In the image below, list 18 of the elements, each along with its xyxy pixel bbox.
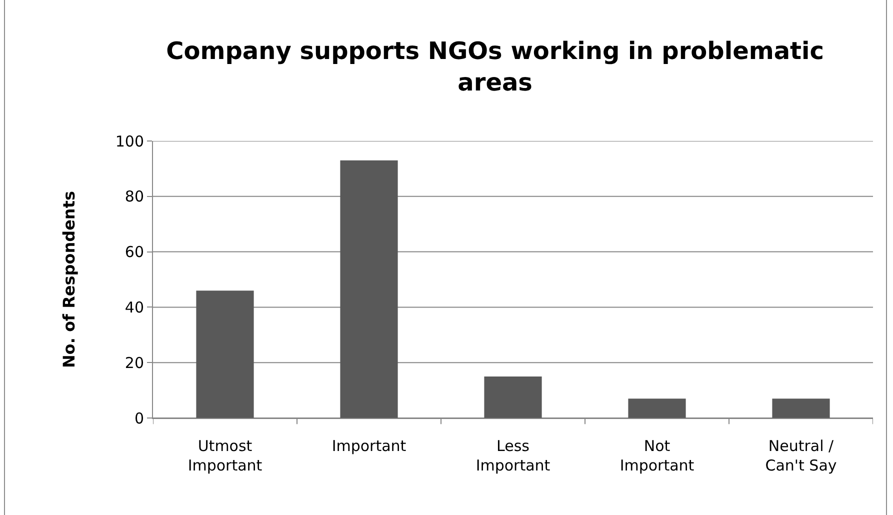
bar [196, 290, 254, 418]
y-tick-label: 80 [124, 188, 144, 206]
y-tick-label: 100 [115, 132, 144, 150]
y-tick-label: 60 [124, 243, 144, 262]
chart-title: Company supports NGOs working in problematic areas [166, 37, 824, 96]
x-tick-label: Not Important [620, 437, 694, 474]
y-axis-title: No. of Respondents [59, 191, 78, 368]
bar [340, 160, 398, 418]
bar [484, 376, 542, 418]
x-tick-label: Utmost Important [188, 437, 262, 474]
y-tick-label: 0 [134, 409, 144, 428]
bar [628, 398, 686, 418]
x-tick-label: Less Important [476, 437, 550, 474]
bar [772, 398, 830, 418]
y-tick-label: 40 [124, 298, 144, 316]
x-tick-label: Neutral / Can't Say [765, 437, 837, 474]
y-tick-label: 20 [124, 354, 144, 372]
x-tick-label: Important [332, 437, 406, 455]
